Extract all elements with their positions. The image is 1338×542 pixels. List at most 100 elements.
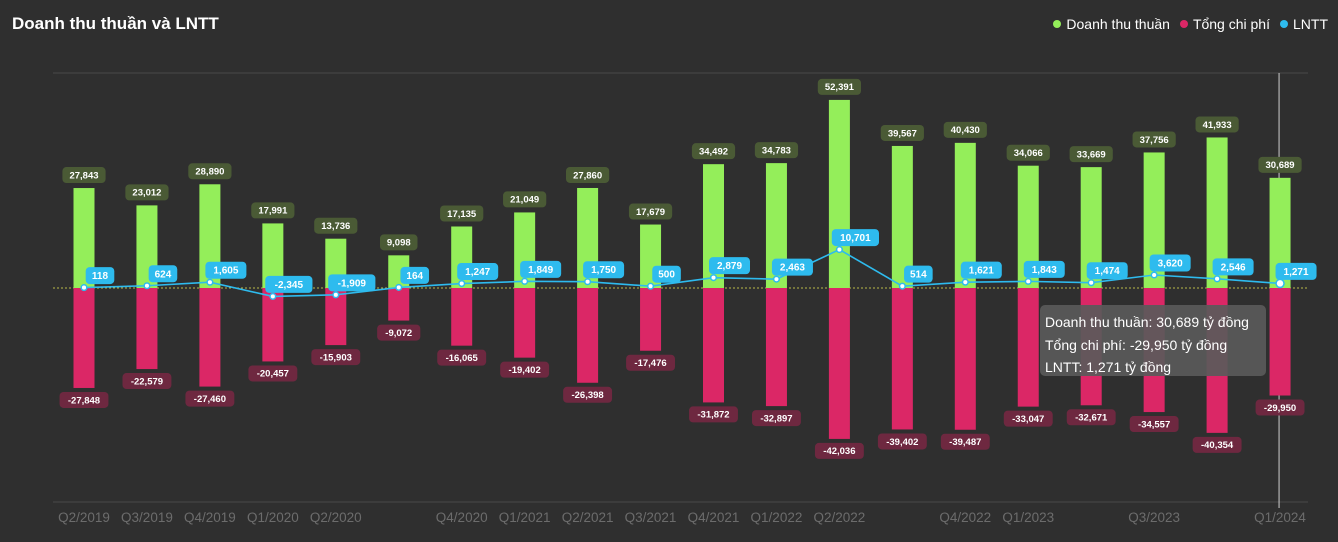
revenue-data-label-bg — [251, 202, 295, 219]
cost-data-label-bg — [940, 433, 990, 450]
x-tick-label: Q1/2021 — [499, 510, 551, 525]
profit-data-label: 1,605 — [213, 266, 238, 277]
profit-data-label-bg — [583, 261, 625, 279]
legend-item-cost[interactable]: Tổng chi phí — [1179, 16, 1270, 32]
revenue-data-label-bg — [62, 167, 106, 184]
profit-data-label: -1,909 — [338, 278, 367, 289]
revenue-data-label: 9,098 — [387, 238, 411, 249]
cost-data-label: -16,065 — [446, 353, 479, 364]
cost-data-label-bg — [437, 349, 487, 366]
cost-data-label: -17,476 — [634, 358, 666, 369]
cost-data-label: -40,354 — [1201, 440, 1234, 451]
cost-bar — [199, 288, 221, 387]
profit-data-label: 10,701 — [840, 233, 871, 244]
cost-data-label: -42,036 — [823, 446, 855, 457]
profit-point — [772, 275, 781, 283]
revenue-data-label: 27,843 — [69, 170, 98, 181]
legend-item-profit[interactable]: LNTT — [1280, 16, 1328, 32]
revenue-bar — [1206, 137, 1228, 288]
legend-item-revenue[interactable]: Doanh thu thuần — [1053, 16, 1170, 32]
profit-point — [80, 284, 88, 292]
revenue-data-label: 30,689 — [1266, 160, 1295, 171]
ticks-group: Q2/2019 Q3/2019 Q4/2019 Q1/2020 Q2/2020 Q4/20… — [58, 510, 1306, 525]
profit-data-label: 1,849 — [528, 265, 553, 276]
cost-data-label-bg — [185, 390, 235, 407]
x-tick-label: Q3/2021 — [625, 510, 677, 525]
legend: Doanh thu thuần Tổng chi phí LNTT — [1053, 16, 1328, 32]
revenue-data-label: 39,567 — [888, 128, 917, 139]
profit-point — [1024, 277, 1032, 285]
cost-bar — [1017, 288, 1039, 407]
cost-data-label-bg — [59, 391, 109, 408]
cost-data-label: -39,402 — [886, 437, 918, 448]
cost-bar — [1269, 288, 1291, 396]
profit-data-label: 164 — [406, 271, 423, 282]
cost-data-label-bg — [814, 442, 864, 459]
x-tick-label: Q2/2022 — [814, 510, 866, 525]
revenue-bar — [1080, 167, 1102, 288]
cost-data-label-bg — [122, 373, 172, 390]
bars-group — [73, 99, 1291, 439]
revenue-data-label: 13,736 — [321, 221, 350, 232]
cost-data-label: -22,579 — [131, 376, 163, 387]
revenue-data-label-bg — [817, 78, 861, 95]
cost-bar — [388, 288, 410, 321]
cost-bar — [640, 288, 662, 351]
cost-data-label-bg — [248, 365, 298, 382]
revenue-bar — [891, 145, 913, 288]
profit-point — [835, 246, 843, 254]
legend-dot-cost — [1179, 20, 1188, 28]
profit-line — [83, 248, 1281, 298]
profit-data-label-bg — [265, 275, 313, 293]
cost-data-label: -33,047 — [1012, 414, 1044, 425]
x-tick-label: Q1/2024 — [1254, 510, 1306, 525]
profit-point — [1087, 279, 1095, 287]
profit-data-label: 2,463 — [780, 263, 805, 274]
profit-point — [521, 277, 529, 285]
revenue-data-label-bg — [188, 163, 232, 180]
cost-data-label: -20,457 — [257, 369, 289, 380]
profit-data-label-bg — [771, 258, 813, 276]
x-tick-label: Q1/2023 — [1002, 510, 1054, 525]
revenue-bar — [765, 163, 787, 288]
profit-point — [709, 274, 718, 282]
x-tick-label: Q1/2022 — [751, 510, 803, 525]
profit-data-label: 500 — [658, 270, 675, 281]
legend-dot-profit — [1280, 20, 1288, 28]
x-tick-label: Q4/2022 — [939, 510, 991, 525]
cost-data-label-bg — [626, 354, 675, 371]
cost-bar — [262, 288, 284, 362]
profit-data-label: 514 — [910, 270, 927, 281]
profit-point — [269, 292, 277, 300]
profit-data-label-bg — [85, 267, 115, 285]
cost-data-label: -34,557 — [1138, 419, 1170, 430]
cost-data-label-bg — [1066, 409, 1116, 426]
profit-point — [206, 278, 214, 286]
cost-data-label-bg — [1129, 416, 1179, 433]
x-tick-label: Q4/2020 — [436, 510, 488, 525]
profit-point — [898, 282, 906, 290]
revenue-data-label-bg — [440, 205, 484, 222]
revenue-bar — [1017, 165, 1039, 288]
profit-data-label-bg — [831, 229, 879, 247]
revenue-bar — [1143, 152, 1165, 288]
profit-point — [395, 283, 403, 291]
chart-title: Doanh thu thuần và LNTT — [12, 14, 219, 33]
revenue-bar — [828, 99, 850, 288]
profit-data-label-bg — [1023, 260, 1065, 278]
x-tick-label: Q2/2019 — [58, 510, 110, 525]
profit-point — [1213, 275, 1221, 283]
cost-data-label-bg — [1003, 410, 1053, 427]
cost-bar — [765, 288, 787, 407]
profit-data-label-bg — [205, 261, 247, 279]
revenue-data-label: 37,756 — [1140, 135, 1169, 146]
cost-data-label: -32,671 — [1075, 413, 1108, 424]
cost-bar — [136, 288, 158, 370]
profit-data-label: 1,247 — [465, 267, 490, 278]
cost-bar — [954, 288, 976, 430]
revenue-data-label: 23,012 — [132, 188, 161, 199]
revenue-data-label-bg — [880, 124, 924, 141]
tooltip-cost: Tổng chi phí: -29,950 tỷ đồng — [1045, 336, 1228, 353]
revenue-data-label: 33,669 — [1077, 149, 1106, 160]
